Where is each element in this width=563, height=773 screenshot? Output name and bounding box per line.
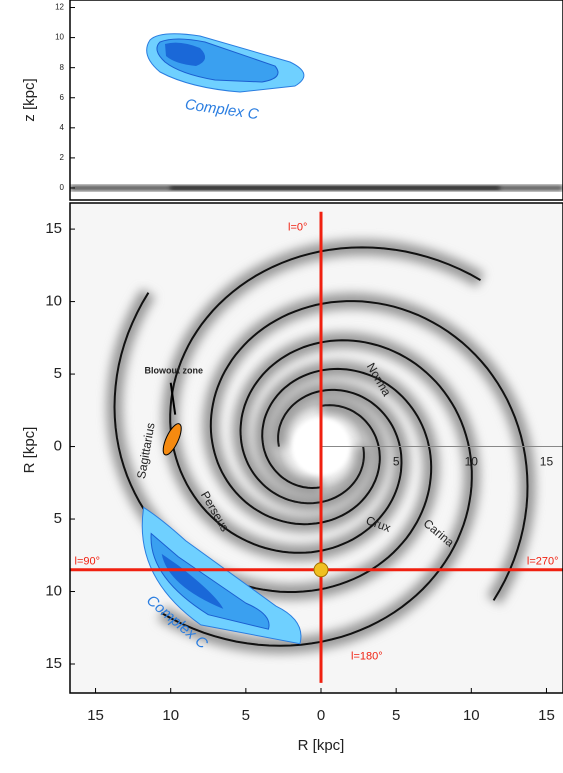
- disk-core: [170, 186, 500, 190]
- longitude-label: l=0°: [288, 222, 307, 234]
- x-tick-label: 10: [463, 707, 480, 724]
- x-tick-label: 10: [162, 707, 179, 724]
- sun: [314, 563, 328, 577]
- figure: z [kpc] R [kpc] R [kpc] Complex C 0 2 4 6 8 10…: [0, 0, 563, 773]
- y-tick-label: 12: [55, 3, 64, 12]
- x-tick-label: 15: [538, 707, 555, 724]
- inner-tick-label: 5: [393, 455, 400, 469]
- y-tick-label: 0: [54, 438, 62, 455]
- inner-tick-label: 10: [465, 455, 479, 469]
- x-tick-label: 0: [317, 707, 325, 724]
- longitude-label: l=90°: [75, 556, 101, 568]
- y-tick-label: 5: [54, 510, 62, 527]
- plot-area: [70, 34, 563, 191]
- longitude-label: l=180°: [351, 651, 383, 663]
- y-tick-label: 10: [55, 33, 64, 42]
- inner-tick-label: 15: [540, 455, 554, 469]
- x-tick-label: 15: [87, 707, 104, 724]
- x-tick-label: 5: [242, 707, 250, 724]
- y-tick-label: 15: [45, 655, 62, 672]
- y-tick-label: 8: [60, 63, 65, 72]
- y-tick-label: 2: [60, 153, 65, 162]
- frame: [70, 0, 563, 200]
- y-tick-label: 6: [60, 93, 65, 102]
- y-tick-label: 15: [45, 220, 62, 237]
- y-tick-label: 10: [45, 582, 62, 599]
- longitude-label: l=270°: [527, 556, 559, 568]
- x-axis-label: R [kpc]: [298, 737, 345, 754]
- x-tick-label: 5: [392, 707, 400, 724]
- annotation: Complex C: [184, 96, 260, 123]
- y-tick-label: 0: [60, 183, 65, 192]
- y-tick-label: 10: [45, 293, 62, 310]
- blowout-label: Blowout zone: [144, 366, 203, 376]
- y-axis-label: R [kpc]: [21, 427, 38, 474]
- y-tick-label: 4: [60, 123, 65, 132]
- y-tick-label: 5: [54, 365, 62, 382]
- y-axis-label: z [kpc]: [21, 78, 38, 121]
